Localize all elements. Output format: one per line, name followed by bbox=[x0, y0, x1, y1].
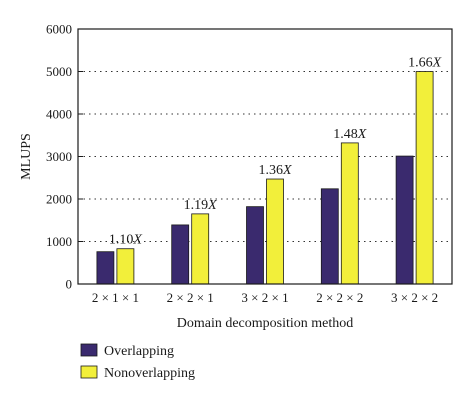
speedup-label: 1.10X bbox=[109, 233, 142, 248]
speedup-value: 1.10 bbox=[109, 233, 134, 248]
y-tick-label: 1000 bbox=[46, 234, 72, 249]
bar-nonoverlapping-5 bbox=[415, 71, 434, 285]
y-tick-label: 6000 bbox=[46, 22, 72, 37]
x-tick-label: 3 × 2 × 2 bbox=[391, 290, 438, 305]
plot-frame bbox=[77, 28, 453, 285]
speedup-suffix: X bbox=[357, 127, 367, 142]
bar-overlapping-3 bbox=[246, 206, 264, 285]
x-axis-title: Domain decomposition method bbox=[177, 316, 354, 331]
bar-nonoverlapping-4 bbox=[340, 142, 359, 285]
speedup-suffix: X bbox=[282, 163, 292, 178]
bar-overlapping-1 bbox=[96, 251, 115, 285]
y-tick-label: 0 bbox=[66, 277, 73, 292]
speedup-value: 1.48 bbox=[333, 127, 358, 142]
x-tick-label: 2 × 2 × 2 bbox=[316, 290, 363, 305]
bar-nonoverlapping-3 bbox=[266, 178, 284, 285]
x-tick-label: 2 × 1 × 1 bbox=[92, 290, 139, 305]
bar-overlapping-2 bbox=[171, 224, 190, 285]
speedup-label: 1.48X bbox=[333, 127, 367, 142]
legend-label-nonoverlapping: Nonoverlapping bbox=[104, 366, 195, 381]
y-axis-title: MLUPS bbox=[19, 133, 34, 180]
bar-overlapping-4 bbox=[320, 188, 339, 285]
bar-nonoverlapping-1 bbox=[116, 248, 135, 285]
bar-overlapping-5 bbox=[395, 155, 414, 285]
legend-swatch-overlapping bbox=[80, 343, 98, 357]
legend-label-overlapping: Overlapping bbox=[104, 344, 174, 359]
legend: Overlapping Nonoverlapping bbox=[80, 343, 195, 381]
gridlines bbox=[78, 71, 452, 242]
speedup-value: 1.19 bbox=[184, 198, 209, 213]
bars bbox=[96, 71, 434, 285]
speedup-suffix: X bbox=[207, 198, 217, 213]
speedup-value: 1.36 bbox=[258, 163, 283, 178]
bar-nonoverlapping-2 bbox=[191, 213, 210, 285]
speedup-label: 1.19X bbox=[184, 198, 218, 213]
speedup-value: 1.66 bbox=[408, 56, 433, 71]
legend-swatch-nonoverlapping bbox=[80, 365, 98, 379]
y-tick-label: 2000 bbox=[46, 192, 72, 207]
y-tick-label: 3000 bbox=[46, 149, 72, 164]
speedup-label: 1.36X bbox=[258, 163, 292, 178]
speedup-suffix: X bbox=[132, 233, 142, 248]
x-tick-label: 3 × 2 × 1 bbox=[241, 290, 288, 305]
y-tick-label: 5000 bbox=[46, 64, 72, 79]
axis-ticks: 0 1000 2000 3000 4000 5000 6000 2 × 1 × 1 2 × 2 … bbox=[46, 22, 438, 306]
speedup-label: 1.66X bbox=[408, 56, 442, 71]
speedup-suffix: X bbox=[432, 56, 442, 71]
y-tick-label: 4000 bbox=[46, 107, 72, 122]
x-tick-label: 2 × 2 × 1 bbox=[167, 290, 214, 305]
